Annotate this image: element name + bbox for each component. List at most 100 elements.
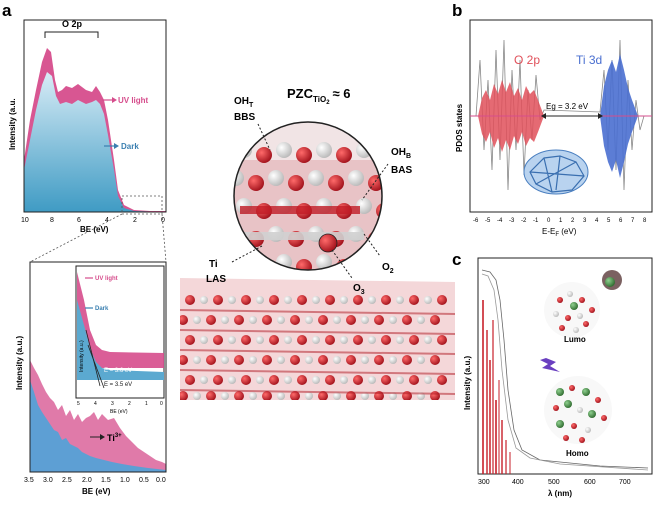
xtick: 0 <box>160 401 163 407</box>
bbs-pointer <box>257 123 271 151</box>
pdos-ylabel: PDOS states <box>455 103 464 152</box>
inset-xticks: 5 4 3 2 1 0 <box>77 401 163 407</box>
pdos-plot: Eg = 3.2 eV O 2p Ti 3d PDOS states -6 -5… <box>455 19 653 238</box>
top-plot-frame <box>23 19 167 213</box>
legend-ti3d: Ti 3d <box>576 53 602 67</box>
xtick: 3.5 <box>24 477 34 484</box>
xtick: 2.5 <box>62 477 72 484</box>
xtick: 0 <box>547 218 551 224</box>
gap-arrow-left <box>541 113 546 119</box>
surface-zoom-circle <box>233 121 383 271</box>
xps-top-plot: O 2p UV light Dark Intensity (a.u. 10 8 … <box>8 19 167 234</box>
xtick: 5 <box>607 218 611 224</box>
ti-label: Ti <box>209 259 218 270</box>
o2-pointer <box>363 233 381 257</box>
xtick: 3.0 <box>43 477 53 484</box>
panel-c-label: c <box>452 250 461 269</box>
xtick: 300 <box>478 479 490 486</box>
xtick: 8 <box>50 217 54 224</box>
xtick: 1 <box>145 401 148 407</box>
inset-legend-uv: UV light <box>95 276 118 282</box>
dark-edge-spectrum <box>30 380 166 472</box>
xtick: -1 <box>533 218 539 224</box>
o2p-bracket <box>44 31 99 38</box>
bottom-plot-xlabel: BE (eV) <box>82 487 111 496</box>
slab-row <box>185 295 447 305</box>
xtick: -5 <box>485 218 491 224</box>
xtick: 1.0 <box>120 477 130 484</box>
inset-dark-spectrum <box>77 300 164 380</box>
gap-arrow-right <box>598 113 603 119</box>
bottom-plot-ylabel: Intensity (a.u.) <box>15 335 24 390</box>
xtick: 4 <box>105 217 109 224</box>
xtick: 2.0 <box>82 477 92 484</box>
zoom-connector-left <box>29 213 123 263</box>
xtick: 600 <box>584 479 596 486</box>
pdos-xticks: -6 -5 -4 -3 -2 -1 0 1 2 3 4 5 6 7 8 <box>473 218 647 224</box>
legend-o2p: O 2p <box>514 53 540 67</box>
xtick: -2 <box>521 218 527 224</box>
xtick: -4 <box>497 218 503 224</box>
tio2-slab <box>180 278 455 400</box>
xtick: -3 <box>509 218 515 224</box>
las-pointer <box>231 245 263 263</box>
xtick: 7 <box>631 218 635 224</box>
xps-bottom-plot: Ti3+ Intensity (a.u.) 3.5 3.0 2.5 2.0 1.… <box>15 261 167 496</box>
legend-dark: Dark <box>121 142 139 151</box>
xtick: 500 <box>548 479 560 486</box>
xtick: 4 <box>94 401 97 407</box>
xtick: 0.5 <box>139 477 149 484</box>
legend-uv-light: UV light <box>118 96 149 105</box>
absorption-curve-1 <box>481 269 649 469</box>
oh-terminal-label: OHT <box>234 96 254 109</box>
uv-vis-xticks: 300 400 500 600 700 <box>478 479 631 486</box>
uv-vis-ylabel: Intensity (a.u.) <box>463 355 472 410</box>
xtick: 3 <box>583 218 587 224</box>
xtick: 0 <box>161 217 165 224</box>
gap-label: Eg = 3.2 eV <box>546 102 589 111</box>
ti3-arrow-head <box>100 434 105 440</box>
bbs-label: BBS <box>234 112 255 123</box>
bas-label: BAS <box>391 165 412 176</box>
xtick: -6 <box>473 218 479 224</box>
panel-b-label: b <box>452 1 462 20</box>
bas-pointer <box>361 163 389 201</box>
oh-bridging-label: OHB <box>391 147 411 160</box>
uv-vis-xlabel: λ (nm) <box>548 489 572 498</box>
ti3-annotation: Ti3+ <box>107 433 122 443</box>
las-label: LAS <box>206 274 226 285</box>
tio2-structure: PZCTiO2≈ 6 OHT BBS OHB BAS Ti LAS O2 O3 <box>180 86 455 400</box>
inset-plot: UV light Dark E = 3.6 eV E = 3.5 eV Inte… <box>75 265 165 415</box>
inset-xlabel: BE (eV) <box>110 409 128 415</box>
xtick: 6 <box>619 218 623 224</box>
xtick: 6 <box>77 217 81 224</box>
xtick: 2 <box>128 401 131 407</box>
xtick: 0.0 <box>156 477 166 484</box>
absorption-bars <box>482 300 511 474</box>
xtick: 2 <box>133 217 137 224</box>
top-plot-ylabel: Intensity (a.u. <box>8 98 17 150</box>
xtick: 1.5 <box>101 477 111 484</box>
panel-a-label: a <box>2 1 12 20</box>
uv-arrow-head <box>112 97 117 103</box>
xtick: 2 <box>571 218 575 224</box>
inset-edge-dark: E = 3.5 eV <box>104 382 132 388</box>
o2p-bracket-label: O 2p <box>62 19 83 29</box>
bottom-plot-frame <box>29 261 167 473</box>
lumo-molecule <box>544 270 622 338</box>
xtick: 10 <box>21 217 29 224</box>
xtick: 400 <box>512 479 524 486</box>
dark-arrow-head <box>114 143 119 149</box>
o3-label: O3 <box>353 283 365 296</box>
zoom-region-box <box>121 195 163 215</box>
pdos-xlabel: E-EF (eV) <box>542 227 577 238</box>
absorption-curve-2 <box>481 273 649 471</box>
bottom-plot-xticks: 3.5 3.0 2.5 2.0 1.5 1.0 0.5 0.0 <box>24 477 166 484</box>
excitation-bolt-icon <box>540 358 560 372</box>
xtick: 8 <box>643 218 647 224</box>
homo-molecule <box>544 376 612 444</box>
xtick: 3 <box>111 401 114 407</box>
dark-spectrum <box>24 72 166 212</box>
xtick: 1 <box>559 218 563 224</box>
